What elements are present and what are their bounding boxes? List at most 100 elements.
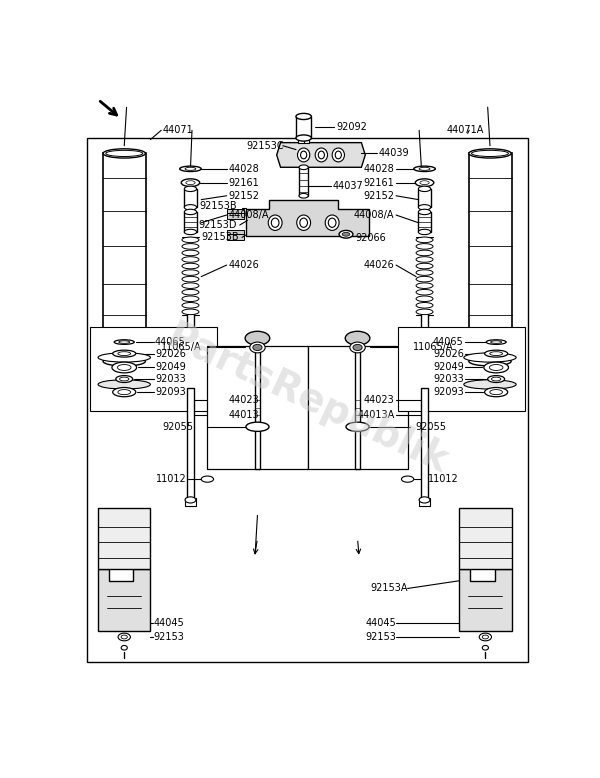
Bar — [187, 388, 194, 500]
Ellipse shape — [339, 230, 353, 238]
Text: 92093: 92093 — [433, 387, 464, 397]
Bar — [103, 153, 146, 361]
Bar — [298, 138, 309, 142]
Bar — [184, 212, 197, 232]
Ellipse shape — [250, 342, 265, 353]
Text: 92161: 92161 — [364, 177, 395, 187]
Ellipse shape — [464, 353, 516, 362]
Ellipse shape — [416, 296, 433, 302]
Text: 44028: 44028 — [364, 164, 395, 173]
Polygon shape — [459, 569, 512, 631]
Ellipse shape — [118, 633, 130, 641]
Ellipse shape — [300, 218, 308, 227]
Ellipse shape — [268, 215, 282, 230]
Text: 92033: 92033 — [155, 374, 186, 384]
Bar — [296, 117, 311, 138]
Ellipse shape — [464, 380, 516, 389]
Text: 92153C: 92153C — [246, 141, 284, 151]
Bar — [255, 346, 260, 469]
Ellipse shape — [301, 151, 307, 159]
Polygon shape — [277, 142, 365, 167]
Ellipse shape — [103, 149, 145, 158]
Text: 44008/A: 44008/A — [354, 210, 395, 220]
Ellipse shape — [182, 244, 199, 249]
Ellipse shape — [297, 215, 311, 230]
Ellipse shape — [482, 646, 488, 650]
Ellipse shape — [121, 635, 127, 639]
Text: 92092: 92092 — [336, 122, 367, 132]
Bar — [208, 346, 308, 469]
Ellipse shape — [181, 179, 200, 187]
Ellipse shape — [184, 186, 197, 191]
Text: 44013A: 44013A — [357, 410, 395, 420]
Text: 11012: 11012 — [156, 474, 187, 484]
Ellipse shape — [182, 289, 199, 295]
Ellipse shape — [418, 186, 431, 191]
Text: 92055: 92055 — [415, 422, 446, 432]
Ellipse shape — [472, 150, 508, 156]
Ellipse shape — [271, 218, 279, 227]
Polygon shape — [98, 569, 151, 631]
Text: 11012: 11012 — [428, 474, 459, 484]
Text: 44065: 44065 — [433, 337, 464, 347]
Text: 44028: 44028 — [228, 164, 259, 173]
Ellipse shape — [185, 497, 196, 503]
Ellipse shape — [419, 167, 430, 170]
Bar — [421, 311, 428, 369]
Ellipse shape — [416, 270, 433, 275]
Ellipse shape — [182, 303, 199, 308]
Ellipse shape — [182, 276, 199, 282]
Text: 92066: 92066 — [355, 233, 386, 243]
Ellipse shape — [246, 422, 269, 431]
Ellipse shape — [488, 376, 505, 383]
Ellipse shape — [315, 148, 328, 162]
Text: 44065: 44065 — [155, 337, 186, 347]
Bar — [308, 346, 407, 469]
Ellipse shape — [112, 362, 137, 373]
Bar — [87, 138, 528, 661]
Ellipse shape — [296, 114, 311, 120]
Ellipse shape — [182, 257, 199, 262]
Ellipse shape — [253, 345, 262, 351]
Ellipse shape — [350, 342, 365, 353]
Ellipse shape — [299, 165, 308, 170]
Ellipse shape — [113, 387, 136, 397]
Ellipse shape — [299, 194, 308, 198]
Text: 44071A: 44071A — [446, 125, 484, 135]
Ellipse shape — [418, 205, 431, 210]
Text: 44039: 44039 — [379, 149, 409, 159]
Ellipse shape — [418, 209, 431, 215]
Bar — [187, 311, 194, 369]
Ellipse shape — [103, 356, 145, 366]
Ellipse shape — [416, 283, 433, 289]
Ellipse shape — [182, 251, 199, 256]
Text: 44013: 44013 — [228, 410, 259, 420]
Ellipse shape — [182, 283, 199, 289]
Bar — [398, 327, 526, 412]
Bar — [419, 499, 430, 506]
Ellipse shape — [491, 341, 502, 343]
Ellipse shape — [298, 148, 310, 162]
Text: 92026: 92026 — [433, 349, 464, 359]
Ellipse shape — [418, 230, 431, 235]
Ellipse shape — [185, 167, 196, 170]
Text: 44026: 44026 — [364, 260, 395, 270]
Text: 92153: 92153 — [365, 632, 396, 642]
Ellipse shape — [414, 166, 436, 171]
Text: 92153: 92153 — [154, 632, 184, 642]
Text: 92161: 92161 — [228, 177, 259, 187]
Ellipse shape — [118, 365, 131, 370]
Text: 92033: 92033 — [433, 374, 464, 384]
Bar — [299, 167, 308, 196]
Ellipse shape — [332, 148, 344, 162]
Ellipse shape — [245, 331, 270, 345]
Ellipse shape — [416, 251, 433, 256]
Ellipse shape — [416, 289, 433, 295]
Bar — [459, 507, 512, 569]
Ellipse shape — [469, 149, 511, 158]
Ellipse shape — [113, 350, 136, 357]
Text: 92026: 92026 — [155, 349, 186, 359]
Ellipse shape — [401, 476, 414, 482]
Ellipse shape — [416, 276, 433, 282]
Ellipse shape — [182, 270, 199, 275]
